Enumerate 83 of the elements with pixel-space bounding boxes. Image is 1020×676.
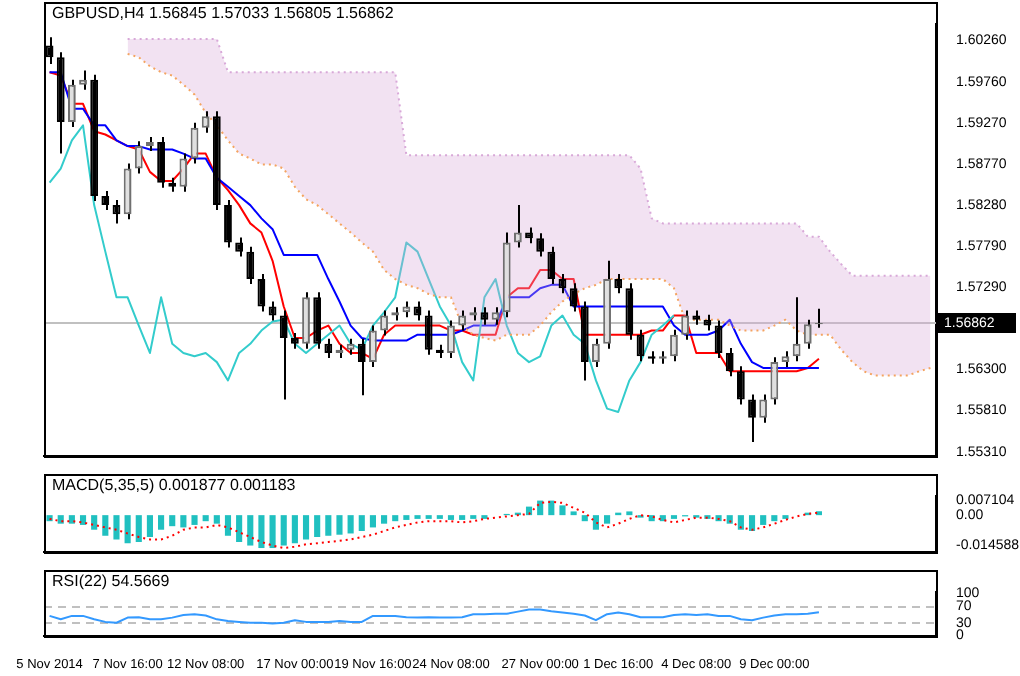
bar	[760, 515, 767, 525]
candlestick	[79, 69, 87, 91]
candlestick	[536, 232, 545, 258]
candlestick	[569, 282, 578, 313]
bar	[224, 515, 232, 536]
candlestick	[413, 300, 422, 322]
candlestick	[324, 337, 333, 359]
candlestick	[246, 245, 255, 286]
bar	[369, 515, 376, 528]
bar	[302, 515, 310, 540]
bar	[392, 515, 399, 522]
bar	[213, 515, 220, 524]
candlestick	[302, 291, 310, 350]
bar	[68, 515, 75, 524]
bar	[124, 515, 131, 544]
candlestick	[547, 245, 556, 286]
candlestick	[592, 337, 600, 369]
bar	[91, 515, 98, 530]
candlestick	[268, 300, 277, 322]
bar	[146, 515, 153, 538]
candlestick	[792, 296, 801, 363]
bar	[604, 515, 611, 524]
bar	[748, 515, 756, 531]
bar	[135, 515, 142, 543]
bar	[280, 515, 287, 546]
bar	[158, 515, 165, 530]
candlestick	[725, 347, 734, 378]
bar	[325, 515, 332, 536]
bar	[581, 515, 588, 522]
candlestick	[235, 236, 244, 258]
bar	[191, 515, 198, 525]
bar	[113, 515, 120, 540]
bar	[336, 515, 343, 535]
candlestick	[134, 140, 143, 175]
candlestick	[759, 393, 768, 424]
candlestick	[380, 309, 388, 337]
candlestick	[279, 309, 288, 401]
candlestick	[670, 328, 678, 363]
candlestick	[201, 110, 210, 134]
candlestick	[369, 324, 377, 369]
bar	[347, 515, 354, 534]
candlestick	[424, 309, 433, 356]
candlestick	[447, 319, 455, 359]
chart-title: RSI(22) 54.5669	[52, 572, 171, 591]
bar	[592, 515, 599, 530]
bar	[559, 505, 566, 516]
candlestick	[614, 273, 623, 295]
candlestick	[357, 337, 366, 397]
candlestick	[157, 135, 165, 189]
bar	[548, 500, 555, 516]
bar	[169, 515, 176, 527]
bar	[726, 515, 733, 524]
candlestick	[803, 318, 812, 350]
bar	[358, 515, 365, 531]
bar	[737, 515, 744, 530]
bar	[247, 515, 254, 546]
bar	[314, 515, 321, 538]
bar	[79, 515, 87, 525]
bar	[236, 515, 243, 543]
bar	[771, 515, 778, 522]
line-series	[48, 500, 820, 550]
candlestick	[770, 356, 779, 406]
candlestick	[123, 162, 132, 221]
candlestick	[736, 365, 745, 406]
candlestick	[179, 152, 188, 193]
candlestick	[67, 78, 76, 129]
chart-title: GBPUSD,H4 1.56845 1.57033 1.56805 1.56862	[52, 4, 395, 23]
bar	[202, 515, 209, 522]
bar	[291, 515, 298, 544]
candlestick	[748, 393, 756, 443]
candlestick	[458, 309, 467, 332]
bar	[102, 515, 109, 536]
candlestick	[681, 309, 690, 341]
bar	[180, 515, 187, 528]
bar	[57, 515, 64, 524]
candlestick	[101, 189, 110, 212]
candlestick	[313, 291, 322, 350]
candlestick	[224, 199, 232, 249]
chart-title: MACD(5,35,5) 0.001877 0.001183	[52, 476, 297, 495]
candlestick	[625, 282, 634, 341]
bar	[269, 515, 276, 549]
bar	[258, 515, 265, 549]
bar	[381, 515, 388, 524]
